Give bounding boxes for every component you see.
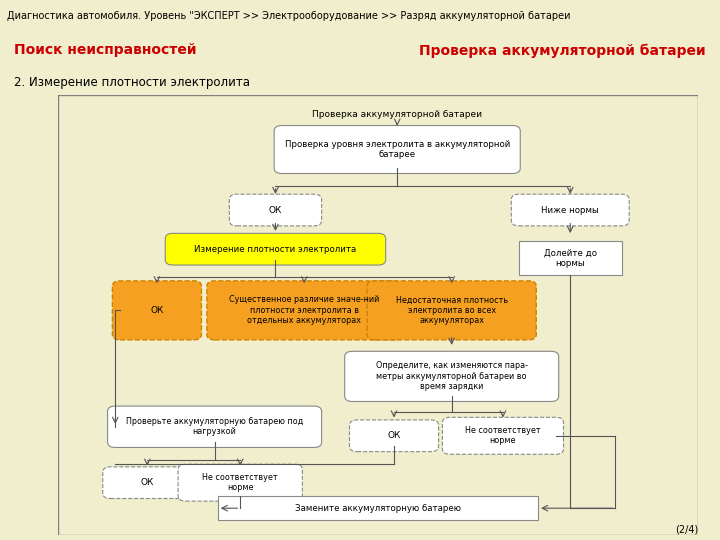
- Text: Проверьте аккумуляторную батарею под
нагрузкой: Проверьте аккумуляторную батарею под наг…: [126, 417, 303, 436]
- Text: ОК: ОК: [140, 478, 154, 487]
- FancyBboxPatch shape: [178, 464, 302, 501]
- FancyBboxPatch shape: [442, 417, 564, 454]
- FancyBboxPatch shape: [519, 241, 621, 274]
- Text: Проверка уровня электролита в аккумуляторной
батарее: Проверка уровня электролита в аккумулято…: [284, 140, 510, 159]
- FancyBboxPatch shape: [511, 194, 629, 226]
- FancyBboxPatch shape: [274, 125, 521, 173]
- FancyBboxPatch shape: [207, 281, 402, 340]
- Text: (2/4): (2/4): [675, 524, 698, 535]
- Text: ОК: ОК: [269, 206, 282, 214]
- FancyBboxPatch shape: [230, 194, 322, 226]
- Text: Ниже нормы: Ниже нормы: [541, 206, 599, 214]
- Text: Определите, как изменяются пара-
метры аккумуляторной батареи во
время зарядки: Определите, как изменяются пара- метры а…: [376, 361, 528, 392]
- FancyBboxPatch shape: [217, 496, 538, 521]
- Text: Существенное различие значе-ний
плотности электролита в
отдельных аккумуляторах: Существенное различие значе-ний плотност…: [229, 295, 379, 325]
- Text: Проверка аккумуляторной батареи: Проверка аккумуляторной батареи: [419, 43, 706, 58]
- Text: Замените аккумуляторную батарею: Замените аккумуляторную батарею: [295, 504, 461, 512]
- FancyBboxPatch shape: [103, 467, 192, 498]
- Text: Недостаточная плотность
электролита во всех
аккумуляторах: Недостаточная плотность электролита во в…: [395, 295, 508, 325]
- Text: Не соответствует
норме: Не соответствует норме: [465, 426, 541, 445]
- Text: Проверка аккумуляторной батареи: Проверка аккумуляторной батареи: [312, 110, 482, 119]
- FancyBboxPatch shape: [112, 281, 202, 340]
- Text: Измерение плотности электролита: Измерение плотности электролита: [194, 245, 356, 254]
- Text: ОК: ОК: [150, 306, 163, 315]
- Text: Долейте до
нормы: Долейте до нормы: [544, 248, 597, 268]
- FancyBboxPatch shape: [349, 420, 438, 451]
- FancyBboxPatch shape: [367, 281, 536, 340]
- FancyBboxPatch shape: [166, 233, 386, 265]
- FancyBboxPatch shape: [345, 352, 559, 401]
- Text: 2. Измерение плотности электролита: 2. Измерение плотности электролита: [14, 76, 251, 89]
- FancyBboxPatch shape: [107, 406, 322, 448]
- Text: ОК: ОК: [387, 431, 401, 440]
- Text: Не соответствует
норме: Не соответствует норме: [202, 473, 278, 492]
- Text: Поиск неисправностей: Поиск неисправностей: [14, 44, 197, 57]
- Text: Диагностика автомобиля. Уровень "ЭКСПЕРТ >> Электрооборудование >> Разряд аккуму: Диагностика автомобиля. Уровень "ЭКСПЕРТ…: [7, 11, 571, 22]
